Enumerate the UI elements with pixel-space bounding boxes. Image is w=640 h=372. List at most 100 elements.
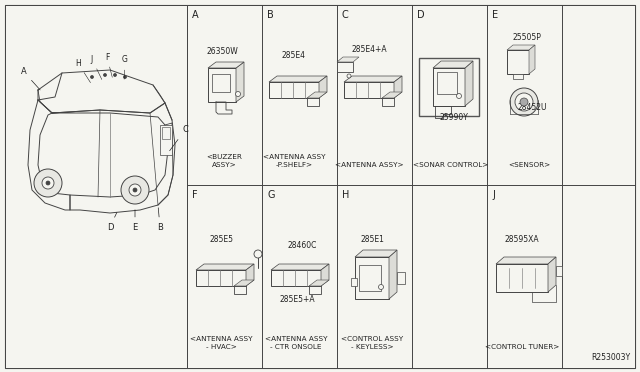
Circle shape — [90, 76, 93, 78]
Bar — [269, 82, 319, 98]
Bar — [419, 58, 479, 116]
Polygon shape — [433, 61, 473, 68]
Bar — [187, 5, 635, 368]
Bar — [496, 264, 548, 292]
Polygon shape — [382, 92, 402, 98]
Polygon shape — [548, 257, 556, 292]
Bar — [5, 5, 187, 368]
Text: J: J — [91, 55, 102, 80]
Polygon shape — [208, 62, 244, 68]
Text: E: E — [492, 10, 498, 20]
Text: 26350W: 26350W — [206, 48, 238, 57]
Text: 28452U: 28452U — [517, 103, 547, 112]
Text: F: F — [192, 190, 198, 200]
Circle shape — [254, 250, 262, 258]
Circle shape — [378, 285, 383, 289]
Circle shape — [236, 92, 241, 96]
Text: 285E4+A: 285E4+A — [351, 45, 387, 55]
Text: J: J — [492, 190, 495, 200]
Circle shape — [42, 177, 54, 189]
Polygon shape — [337, 57, 359, 62]
Text: <ANTENNA ASSY
- HVAC>: <ANTENNA ASSY - HVAC> — [189, 336, 252, 350]
Text: <CONTROL ASSY
- KEYLESS>: <CONTROL ASSY - KEYLESS> — [341, 336, 403, 350]
Bar — [507, 50, 529, 74]
Text: A: A — [21, 67, 40, 90]
Circle shape — [520, 98, 528, 106]
Polygon shape — [507, 45, 535, 50]
Circle shape — [46, 181, 50, 185]
Bar — [397, 272, 405, 284]
Polygon shape — [246, 264, 254, 286]
Ellipse shape — [515, 93, 533, 111]
Text: 285E1: 285E1 — [360, 235, 384, 244]
Text: <CONTROL TUNER>: <CONTROL TUNER> — [485, 344, 559, 350]
Text: C: C — [170, 125, 188, 151]
Bar — [359, 265, 381, 291]
Text: D: D — [417, 10, 424, 20]
Bar — [212, 74, 230, 92]
Text: G: G — [267, 190, 275, 200]
Ellipse shape — [510, 88, 538, 116]
Bar — [355, 257, 389, 299]
Polygon shape — [344, 76, 402, 82]
Text: E: E — [132, 210, 138, 231]
Circle shape — [456, 93, 461, 99]
Text: <SONAR CONTROL>: <SONAR CONTROL> — [413, 162, 489, 168]
Circle shape — [133, 188, 137, 192]
Text: B: B — [157, 208, 163, 231]
Circle shape — [121, 176, 149, 204]
Circle shape — [113, 74, 116, 77]
Text: H: H — [75, 58, 90, 83]
Polygon shape — [496, 257, 556, 264]
Circle shape — [104, 74, 106, 77]
Polygon shape — [271, 264, 329, 270]
Text: <ANTENNA ASSY>: <ANTENNA ASSY> — [335, 162, 403, 168]
Bar — [382, 98, 394, 106]
Text: <BUZZER
ASSY>: <BUZZER ASSY> — [206, 154, 242, 168]
Bar — [513, 74, 523, 79]
Circle shape — [347, 74, 351, 78]
Bar — [433, 68, 465, 106]
Polygon shape — [269, 76, 327, 82]
Text: D: D — [107, 212, 117, 231]
Text: R253003Y: R253003Y — [591, 353, 630, 362]
Circle shape — [129, 184, 141, 196]
Polygon shape — [529, 45, 535, 74]
Polygon shape — [307, 92, 327, 98]
Bar — [309, 286, 321, 294]
Text: 285E5: 285E5 — [210, 235, 234, 244]
Bar — [344, 82, 394, 98]
Text: A: A — [192, 10, 198, 20]
Text: <ANTENNA ASSY
- CTR ONSOLE: <ANTENNA ASSY - CTR ONSOLE — [265, 336, 327, 350]
Bar — [437, 72, 457, 94]
Polygon shape — [196, 264, 254, 270]
Bar — [556, 266, 562, 276]
Text: 25990Y: 25990Y — [440, 113, 468, 122]
Polygon shape — [234, 280, 254, 286]
Polygon shape — [355, 250, 397, 257]
Bar — [307, 98, 319, 106]
Text: <ANTENNA ASSY
-P.SHELF>: <ANTENNA ASSY -P.SHELF> — [263, 154, 325, 168]
Bar — [337, 62, 353, 72]
Bar — [234, 286, 246, 294]
Bar — [162, 127, 170, 139]
Text: 285E4: 285E4 — [282, 51, 306, 61]
Polygon shape — [236, 62, 244, 102]
Text: 25505P: 25505P — [513, 33, 541, 42]
Text: C: C — [342, 10, 349, 20]
Polygon shape — [394, 76, 402, 98]
Text: H: H — [342, 190, 349, 200]
Circle shape — [124, 76, 127, 78]
Polygon shape — [389, 250, 397, 299]
Text: B: B — [267, 10, 274, 20]
Text: 28460C: 28460C — [287, 241, 317, 250]
Text: G: G — [122, 55, 128, 79]
Polygon shape — [309, 280, 329, 286]
Bar — [208, 68, 236, 102]
Polygon shape — [465, 61, 473, 106]
Text: <SENSOR>: <SENSOR> — [508, 162, 550, 168]
Polygon shape — [321, 264, 329, 286]
Bar — [271, 270, 321, 286]
Text: F: F — [105, 52, 112, 77]
Text: 285E5+A: 285E5+A — [279, 295, 315, 305]
